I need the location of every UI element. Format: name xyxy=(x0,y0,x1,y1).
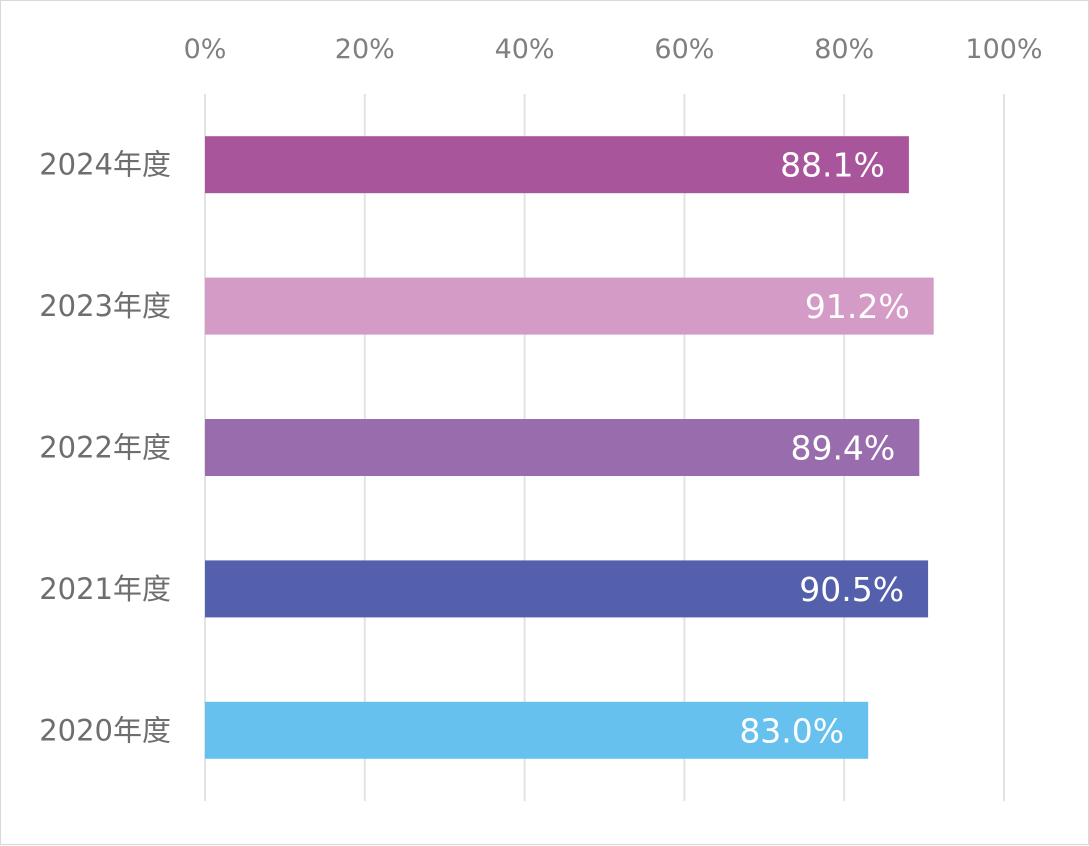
x-tick-label: 20% xyxy=(335,34,395,65)
bar xyxy=(205,419,920,476)
bar xyxy=(205,560,929,618)
category-label: 2021年度 xyxy=(39,572,171,606)
x-axis-ticks: 0% 20% 40% 60% 80% 100% xyxy=(184,34,1043,65)
x-tick-label: 60% xyxy=(654,34,714,65)
x-tick-label: 100% xyxy=(965,34,1042,65)
data-label: 89.4% xyxy=(790,429,895,468)
bars xyxy=(205,136,934,759)
bar xyxy=(205,277,934,335)
data-labels: 88.1% 91.2% 89.4% 90.5% 83.0% xyxy=(739,146,909,751)
category-label: 2024年度 xyxy=(39,148,171,182)
x-tick-label: 80% xyxy=(814,34,874,65)
data-label: 90.5% xyxy=(799,570,904,609)
bar xyxy=(205,136,909,194)
category-label: 2023年度 xyxy=(39,289,171,323)
category-label: 2022年度 xyxy=(39,431,171,465)
category-labels: 2024年度 2023年度 2022年度 2021年度 2020年度 xyxy=(39,148,171,748)
x-tick-label: 0% xyxy=(184,34,227,65)
x-tick-label: 40% xyxy=(495,34,555,65)
data-label: 91.2% xyxy=(805,287,910,326)
bar xyxy=(205,701,869,759)
data-label: 88.1% xyxy=(780,146,885,185)
category-label: 2020年度 xyxy=(39,713,171,747)
data-label: 83.0% xyxy=(739,711,844,750)
